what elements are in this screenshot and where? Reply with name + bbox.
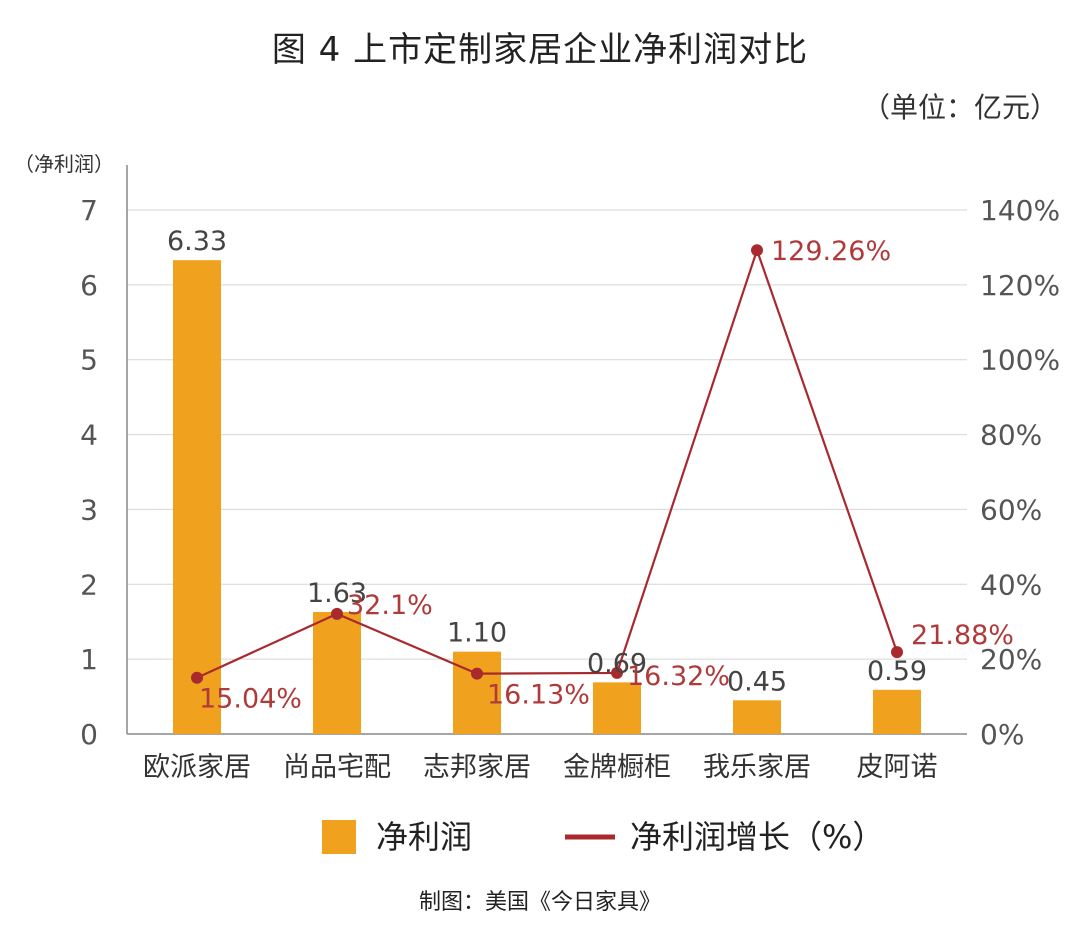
right-tick-label: 80% (980, 419, 1042, 452)
left-tick-label: 6 (80, 269, 98, 302)
category-label: 皮阿诺 (857, 752, 938, 783)
line-layer (191, 244, 903, 684)
left-tick-label: 4 (80, 419, 98, 452)
right-tick-label: 40% (980, 568, 1042, 601)
bar-value-label: 0.45 (727, 666, 787, 697)
growth-point (471, 667, 483, 680)
category-label: 志邦家居 (423, 752, 531, 783)
bar (733, 700, 781, 734)
right-tick-label: 0% (980, 718, 1024, 751)
category-label: 尚品宅配 (283, 752, 391, 783)
growth-value-label: 129.26% (771, 236, 891, 267)
left-tick-label: 7 (80, 194, 98, 227)
growth-point (331, 607, 343, 620)
bar (313, 611, 361, 734)
axis-layer: 0 1 2 3 4 5 6 7 0% 20% 40% 60% 80% 100% 120% 140% 欧派家居 尚品… (80, 165, 1060, 783)
bar-value-label: 1.63 (307, 578, 367, 609)
growth-value-label: 15.04% (199, 684, 302, 715)
growth-point (611, 666, 623, 679)
credit-line: 制图：美国《今日家具》 (418, 890, 661, 915)
left-tick-label: 5 (80, 344, 98, 377)
legend-line-label: 净利润增长（%） (630, 818, 884, 856)
bar-value-label: 1.10 (447, 618, 507, 649)
left-tick-label: 2 (80, 568, 98, 601)
growth-point (751, 244, 763, 257)
bar-value-label: 6.33 (167, 226, 227, 257)
growth-line (196, 246, 899, 679)
bar (593, 682, 641, 734)
bar (873, 689, 921, 734)
legend-bar-swatch (322, 820, 356, 854)
growth-value-label: 16.13% (487, 680, 590, 711)
unit-label: （单位：亿元） (861, 91, 1058, 124)
legend: 净利润 净利润增长（%） (322, 818, 884, 856)
right-tick-label: 140% (980, 194, 1060, 227)
right-tick-label: 60% (980, 493, 1042, 526)
bar (453, 651, 501, 734)
left-tick-label: 0 (80, 718, 98, 751)
growth-value-label: 21.88% (911, 620, 1014, 651)
bar-layer (173, 260, 921, 734)
right-tick-label: 100% (980, 344, 1060, 377)
left-tick-label: 3 (80, 493, 98, 526)
growth-point (191, 671, 203, 684)
left-tick-label: 1 (80, 643, 98, 676)
category-label: 金牌橱柜 (563, 752, 671, 783)
category-label: 我乐家居 (703, 752, 811, 783)
chart-title: 图 4 上市定制家居企业净利润对比 (271, 30, 809, 70)
bar-value-label: 0.69 (587, 648, 647, 679)
bar (173, 260, 221, 734)
growth-value-label: 32.1% (347, 590, 433, 621)
growth-value-label: 16.32% (627, 661, 730, 692)
right-tick-label: 20% (980, 643, 1042, 676)
bar-value-label: 0.59 (867, 656, 927, 687)
growth-point (891, 646, 903, 659)
legend-bar-label: 净利润 (376, 818, 472, 856)
category-label: 欧派家居 (143, 752, 251, 783)
label-layer: 6.33 1.63 1.10 0.69 0.45 0.59 15.04% 32.1% 16.13… (167, 226, 1014, 715)
grid-layer (127, 209, 967, 660)
y-axis-title: （净利润） (14, 152, 114, 176)
right-tick-label: 120% (980, 269, 1060, 302)
